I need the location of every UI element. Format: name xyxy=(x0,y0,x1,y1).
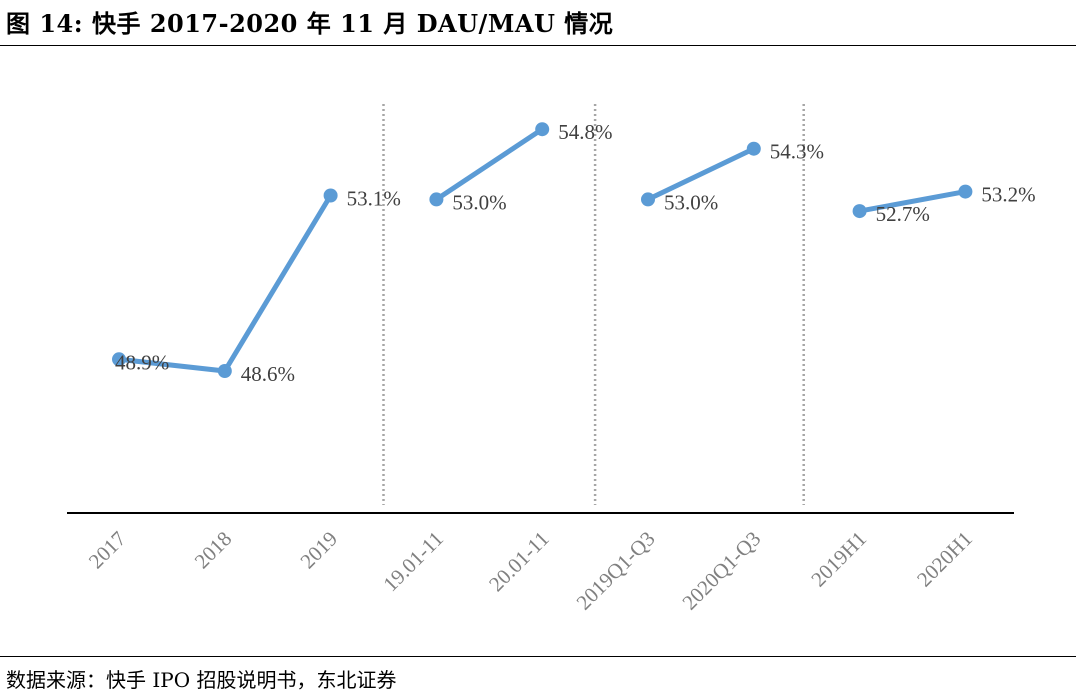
x-tick-label: 2020Q1-Q3 xyxy=(677,527,765,615)
data-point-20.01-11 xyxy=(535,122,550,137)
group-separators xyxy=(382,104,805,505)
x-tick-label: 2017 xyxy=(84,527,131,574)
x-tick-label: 19.01-11 xyxy=(378,527,448,597)
x-tick-label: 20.01-11 xyxy=(484,527,554,597)
data-point-2017 xyxy=(112,352,126,367)
data-point-2019Q1-Q3 xyxy=(641,192,655,207)
data-labels: 48.9% 48.6% 53.1% 53.0% 54.8% 53.0% 54.3% 52.7%… xyxy=(115,120,1036,386)
series-line-3 xyxy=(646,146,755,202)
data-label-2019: 53.1% xyxy=(347,187,401,211)
x-tick-label: 2019 xyxy=(295,527,342,574)
series-lines xyxy=(118,127,966,374)
data-label-2020H1: 53.2% xyxy=(981,183,1035,207)
series-line-1 xyxy=(118,194,333,374)
data-point-19.01-11 xyxy=(429,192,444,207)
data-label-2019H1: 52.7% xyxy=(876,202,930,226)
series-line-2 xyxy=(435,127,544,202)
data-source: 数据来源：快手 IPO 招股说明书，东北证券 xyxy=(6,668,397,692)
data-label-2018: 48.6% xyxy=(241,362,295,386)
x-tick-labels: 2017 2018 2019 19.01-11 20.01-11 2019Q1-Q3 202… xyxy=(84,527,977,615)
x-tick-label: 2019Q1-Q3 xyxy=(572,527,660,615)
data-label-2017: 48.9% xyxy=(115,350,169,374)
series-line-4 xyxy=(859,189,966,214)
data-point-2019H1 xyxy=(852,204,867,219)
data-label-2019Q1-Q3: 53.0% xyxy=(664,190,718,214)
x-tick-label: 2018 xyxy=(190,527,237,574)
data-label-2020Q1-Q3: 54.3% xyxy=(770,140,824,164)
title-divider xyxy=(0,45,1076,46)
x-tick-label: 2019H1 xyxy=(806,527,871,592)
source-divider xyxy=(0,656,1076,657)
data-point-2020H1 xyxy=(958,184,973,199)
x-tick-label: 2020H1 xyxy=(912,527,977,592)
data-label-19.01-11: 53.0% xyxy=(452,190,506,214)
data-point-2019 xyxy=(323,188,338,203)
data-point-2018 xyxy=(217,364,232,378)
figure-title: 图 14: 快手 2017-2020 年 11 月 DAU/MAU 情况 xyxy=(6,9,614,38)
data-point-2020Q1-Q3 xyxy=(746,141,761,156)
data-label-20.01-11: 54.8% xyxy=(558,120,612,144)
data-points xyxy=(112,122,973,378)
